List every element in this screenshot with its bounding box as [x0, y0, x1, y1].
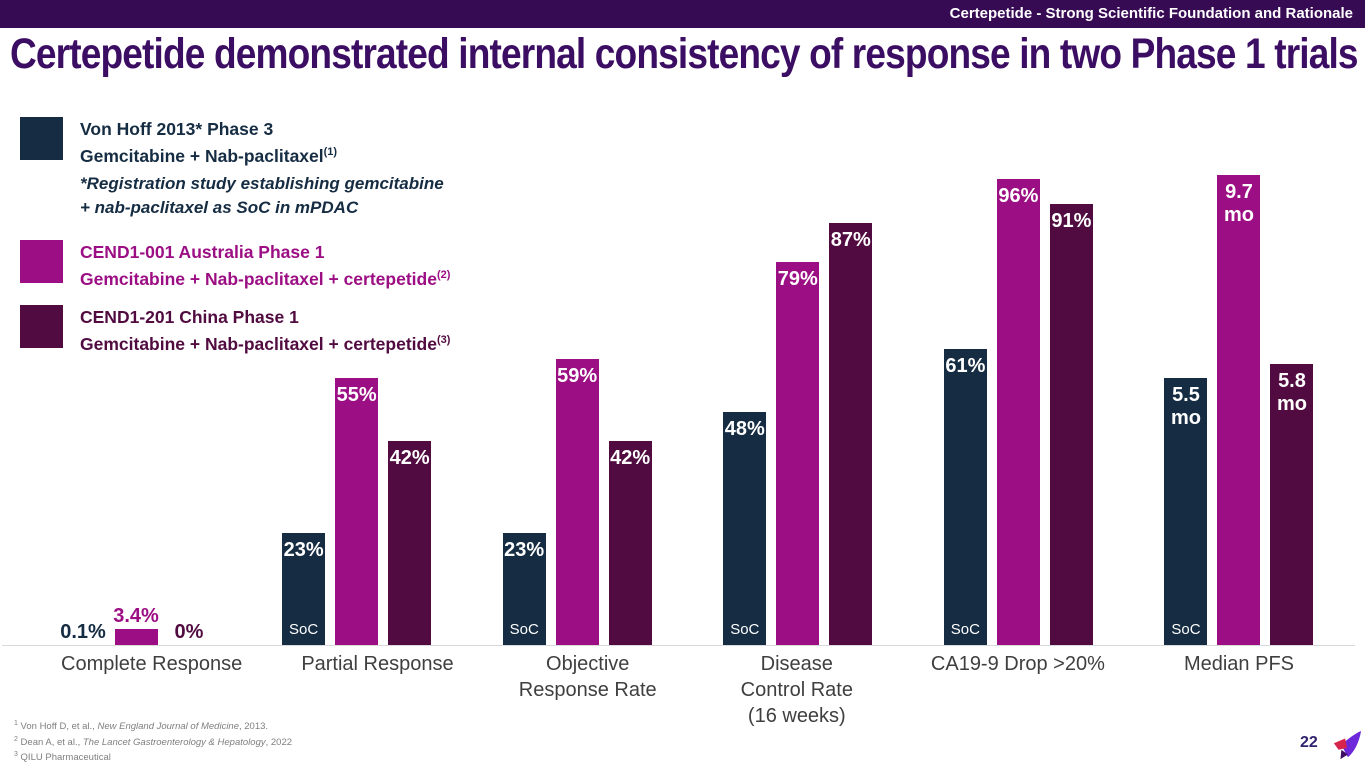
soc-label: SoC — [730, 621, 760, 638]
soc-label: SoC — [950, 621, 980, 638]
bar-value-label: 5.8 mo — [1276, 369, 1307, 415]
footnote: 1 Von Hoff D, et al., New England Journa… — [14, 720, 269, 733]
bar-value-label: 0% — [174, 621, 204, 643]
legend-text-cend1-001: CEND1-001 Australia Phase 1 Gemcitabine … — [80, 240, 450, 291]
legend-swatch-plum — [20, 305, 63, 348]
x-axis-line — [2, 645, 1355, 646]
bar: 96% — [996, 179, 1040, 645]
bar-group: 5.5 mo SoC 9.7 mo 5.8 mo — [1164, 160, 1314, 645]
legend-line: Gemcitabine + Nab-paclitaxel(1) — [80, 145, 338, 166]
footnote-ref: (3) — [436, 334, 451, 346]
bar-value-label: 3.4% — [113, 604, 159, 627]
bar: 87% — [829, 223, 873, 645]
bar: 5.8 mo — [1270, 363, 1314, 645]
category-label: Disease Control Rate (16 weeks) — [740, 653, 853, 727]
header-bar: Certepetide - Strong Scientific Foundati… — [0, 0, 1365, 28]
bar-group: 48% SoC 79% 87% — [723, 160, 873, 645]
legend-item-cend1-201: CEND1-201 China Phase 1 Gemcitabine + Na… — [20, 305, 450, 356]
footnote: 3 QILU Pharmaceutical — [14, 751, 111, 764]
bar-group: 61% SoC 96% 91% — [943, 160, 1093, 645]
footnote-ref: (1) — [323, 146, 338, 158]
bar: 79% — [776, 261, 820, 645]
bar-value-label: 55% — [336, 384, 377, 407]
bar: 42% — [388, 441, 432, 645]
bar: 48% SoC — [723, 412, 767, 645]
footnotes: 1 Von Hoff D, et al., New England Journa… — [14, 718, 292, 765]
bar-value-label: 42% — [389, 447, 430, 470]
footnote-ref: (2) — [436, 269, 451, 281]
legend-registration-note: *Registration study establishing gemcita… — [80, 174, 444, 217]
bar-value-label: 42% — [610, 447, 651, 470]
bar-value-label: 79% — [777, 267, 818, 290]
bar: 55% — [335, 378, 379, 645]
category-label: Complete Response — [61, 653, 243, 675]
bar-value-label: 0.1% — [60, 620, 106, 643]
bar-value-label: 91% — [1051, 209, 1092, 232]
company-logo-icon — [1333, 731, 1362, 760]
soc-label: SoC — [1171, 621, 1201, 638]
bar: 42% — [608, 441, 652, 645]
legend-line: Von Hoff 2013* Phase 3 — [80, 119, 274, 139]
bar: 9.7 mo — [1217, 174, 1261, 645]
legend-swatch-magenta — [20, 240, 63, 283]
legend-item-cend1-001: CEND1-001 Australia Phase 1 Gemcitabine … — [20, 240, 450, 291]
category-label: Partial Response — [301, 653, 454, 675]
bar: 23% SoC — [282, 533, 326, 645]
category-label: Median PFS — [1183, 653, 1295, 675]
category-label: CA19-9 Drop >20% — [930, 653, 1105, 675]
bar-value-label: 96% — [998, 185, 1039, 208]
legend-line: CEND1-201 China Phase 1 — [80, 307, 299, 327]
bar: 3.4% — [113, 605, 159, 645]
bar-value-label: 23% — [283, 539, 324, 562]
legend-swatch-navy — [20, 117, 63, 160]
bar-group: 0.1% 3.4% 0% — [60, 160, 211, 645]
bar-chart: 0.1% 3.4% 0% 23% SoC 55% 42% 23% SoC 59% 42% 48% SoC… — [60, 160, 1314, 645]
soc-label: SoC — [509, 621, 539, 638]
bar-group: 23% SoC 55% 42% — [282, 160, 432, 645]
bar-value-label: 9.7 mo — [1223, 180, 1254, 226]
legend-text-von-hoff: Von Hoff 2013* Phase 3 Gemcitabine + Nab… — [80, 117, 337, 168]
legend-line: Gemcitabine + Nab-paclitaxel + certepeti… — [80, 333, 451, 354]
legend-text-cend1-201: CEND1-201 China Phase 1 Gemcitabine + Na… — [80, 305, 450, 356]
category-axis-labels: Complete Response Partial Response Objecti… — [61, 651, 1314, 729]
bar-group: 23% SoC 59% 42% — [502, 160, 652, 645]
bar: 23% SoC — [502, 533, 546, 645]
legend-line: CEND1-001 Australia Phase 1 — [80, 242, 325, 262]
bar: 91% — [1049, 203, 1093, 645]
legend-line: Gemcitabine + Nab-paclitaxel + certepeti… — [80, 268, 451, 289]
footnote: 2 Dean A, et al., The Lancet Gastroenter… — [14, 735, 293, 748]
category-label: Objective Response Rate — [518, 653, 657, 701]
bar-value-label: 5.5 mo — [1170, 384, 1201, 430]
bar: 5.5 mo SoC — [1164, 378, 1208, 645]
bar-value-label: 61% — [945, 355, 986, 378]
bar: 59% — [555, 358, 599, 645]
bar-value-label: 23% — [504, 539, 545, 562]
legend-item-von-hoff: Von Hoff 2013* Phase 3 Gemcitabine + Nab… — [20, 117, 337, 168]
bar-value-label: 59% — [557, 364, 598, 387]
bar-value-label: 48% — [724, 418, 765, 441]
bar: 61% SoC — [943, 349, 987, 645]
header-tagline: Certepetide - Strong Scientific Foundati… — [949, 5, 1353, 22]
bar-value-label: 87% — [830, 229, 871, 252]
soc-label: SoC — [289, 621, 319, 638]
page-number: 22 — [1300, 734, 1318, 751]
page-title: Certepetide demonstrated internal consis… — [10, 30, 1359, 78]
